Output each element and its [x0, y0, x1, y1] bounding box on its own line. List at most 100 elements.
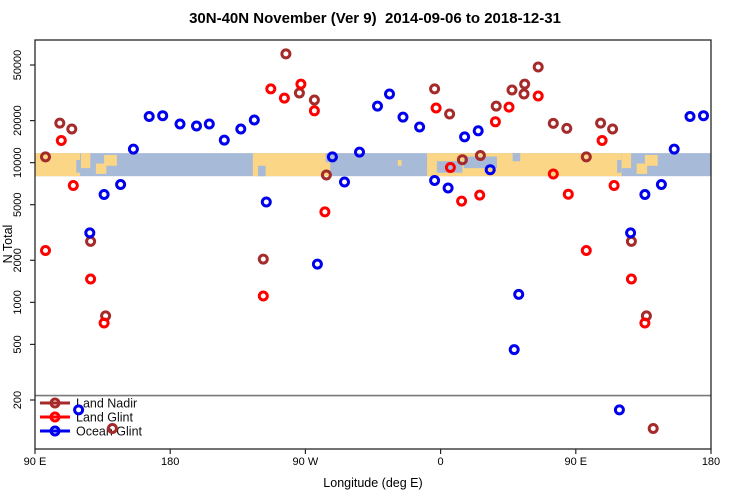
data-point — [414, 121, 426, 133]
data-point — [106, 423, 118, 434]
x-tick-label: 180 — [161, 456, 179, 468]
map-band-china — [35, 153, 81, 177]
data-point — [655, 179, 667, 190]
data-point — [580, 245, 592, 256]
data-point — [444, 108, 456, 120]
y-tick-label: 500 — [12, 335, 24, 353]
data-point — [248, 114, 260, 126]
data-point — [506, 84, 518, 96]
legend-marker-1 — [49, 411, 61, 423]
legend-marker-2 — [49, 425, 61, 437]
x-tick-label: 90 W — [293, 456, 319, 468]
map-band-gulf-of-california — [258, 165, 266, 177]
data-point — [442, 182, 454, 194]
data-point — [474, 189, 486, 201]
chart-title: 30N-40N November (Ver 9) 2014-09-06 to 2… — [189, 10, 561, 27]
data-point — [308, 105, 320, 117]
data-point — [489, 116, 501, 128]
data-point — [472, 125, 484, 137]
data-point — [532, 90, 544, 102]
data-point — [260, 196, 272, 208]
data-point — [484, 164, 496, 176]
y-tick-label: 20000 — [12, 105, 24, 136]
x-tick-label: 0 — [438, 456, 444, 468]
data-point — [562, 188, 574, 200]
data-point — [85, 273, 97, 285]
x-tick-label: 90 E — [564, 456, 587, 468]
data-point — [311, 258, 323, 270]
x-tick-label: 90 E — [24, 456, 47, 468]
data-point — [235, 123, 247, 135]
data-point — [143, 111, 155, 122]
data-point — [684, 111, 696, 122]
y-tick-label: 10000 — [12, 147, 24, 178]
legend-label: Land Nadir — [76, 397, 137, 411]
data-point — [456, 154, 468, 166]
data-point — [372, 100, 383, 112]
data-point — [280, 48, 292, 60]
map-band-yellow-sea-2 — [617, 160, 622, 173]
data-point — [430, 102, 442, 114]
map-band-korea-2 — [621, 153, 632, 169]
y-tick-label: 5000 — [12, 192, 24, 216]
data-point — [98, 317, 110, 329]
data-point — [503, 101, 515, 113]
data-point — [218, 134, 230, 146]
x-tick-label: 180 — [702, 456, 720, 468]
data-point — [85, 235, 97, 247]
map-band-japan-sw — [95, 163, 107, 174]
data-point — [429, 175, 441, 186]
data-point — [40, 245, 51, 256]
data-point — [625, 227, 637, 239]
data-point — [203, 118, 215, 130]
map-band-japan-sw-2 — [636, 163, 648, 174]
y-tick-label: 200 — [12, 391, 24, 409]
data-point — [456, 195, 468, 207]
data-point — [698, 110, 709, 122]
map-band-caspian — [512, 153, 521, 162]
data-point — [174, 118, 186, 130]
map-band-azores — [397, 160, 402, 166]
data-point — [257, 290, 269, 302]
data-point — [532, 61, 544, 73]
data-point — [157, 110, 169, 122]
map-band-korea — [80, 153, 91, 169]
data-point — [513, 288, 525, 300]
data-point — [127, 143, 139, 155]
data-point — [98, 189, 110, 200]
data-point — [55, 135, 67, 146]
data-point — [444, 162, 456, 173]
data-point — [490, 100, 502, 112]
data-point — [293, 87, 305, 99]
data-point — [508, 344, 520, 356]
data-point — [339, 176, 350, 188]
data-point — [115, 179, 127, 190]
y-tick-label: 2000 — [12, 248, 24, 272]
data-point — [580, 151, 592, 163]
data-point — [257, 253, 269, 265]
data-point — [639, 189, 651, 200]
data-point — [668, 143, 680, 155]
legend-marker-0 — [49, 397, 61, 409]
data-point — [613, 404, 625, 416]
data-point — [596, 135, 608, 146]
map-band-mediterranean-w — [436, 161, 463, 173]
data-point — [547, 117, 559, 129]
data-point — [67, 180, 79, 191]
y-axis-label: N Total — [1, 225, 15, 264]
data-point — [191, 120, 202, 132]
plot-border — [34, 39, 712, 450]
y-tick-label: 1000 — [12, 290, 24, 314]
data-point — [54, 117, 66, 129]
data-point — [547, 168, 559, 180]
map-band-mediterranean-e — [463, 156, 497, 169]
data-point — [595, 117, 607, 129]
data-point — [518, 88, 530, 100]
data-point — [265, 83, 277, 95]
data-point — [639, 317, 651, 329]
data-point — [384, 88, 395, 100]
data-point — [278, 92, 290, 104]
data-point — [308, 94, 320, 106]
map-band-japan-ne — [104, 154, 117, 166]
